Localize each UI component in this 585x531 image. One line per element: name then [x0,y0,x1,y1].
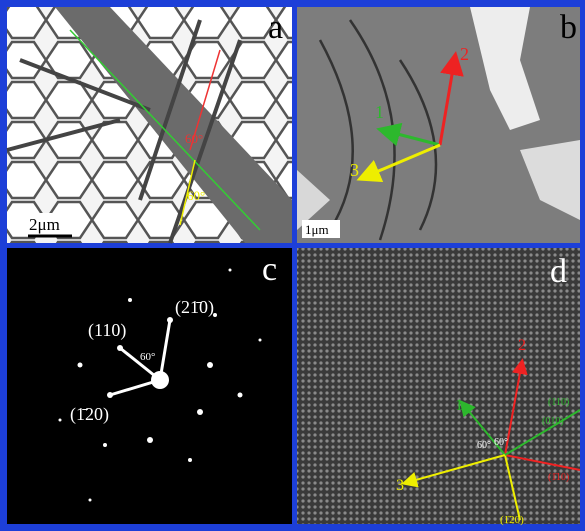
figure: 60° 60° 2μm a 1 2 3 1μm b [0,0,585,531]
panel-label: d [550,253,567,290]
direction-label: 3 [396,477,404,494]
panel-label: b [560,9,577,46]
direction-label: 2 [518,337,526,354]
plane-label: (21̄0) [175,297,214,318]
panel-d: 1 2 3 60° 60° (110) (010) (1̄10) (1̄20) … [297,248,580,526]
page: 60° 60° 2μm a 1 2 3 1μm b [0,0,585,531]
direction-label: 2 [460,44,469,64]
plane-label: (1̄10) [548,472,569,483]
direction-label: 1 [455,397,463,414]
angle-label: 60° [477,440,491,451]
angle-label: 60° [140,351,155,363]
plane-label: (1̄20) [70,404,109,425]
panel-b: 1 2 3 1μm b [297,7,580,243]
plane-label: (110) [548,397,569,408]
scale-bar: 2μm [29,215,60,234]
panel-a: 60° 60° 2μm a [7,7,292,243]
angle-label: 60° [187,188,205,203]
panel-label: a [268,9,283,46]
scale-bar: 1μm [305,222,329,237]
angle-label: 60° [494,437,508,448]
panel-c: (110) (21̄0) (1̄20) 60° c [7,248,292,524]
direction-label: 3 [350,160,359,180]
plane-label: (010) [542,416,564,427]
panel-label: c [262,251,277,288]
direction-label: 1 [375,102,384,122]
plane-label: (1̄20) [500,514,524,526]
plane-label: (110) [88,320,126,341]
angle-label: 60° [185,131,203,146]
